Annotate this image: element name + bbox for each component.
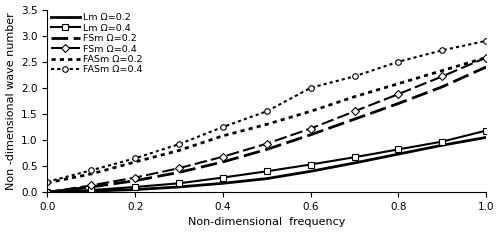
FSm Ω=0.2	[483, 65, 489, 68]
FSm Ω=0.2	[352, 118, 358, 120]
FASm Ω=0.2	[483, 56, 489, 59]
Lm Ω=0.2	[132, 188, 138, 191]
Lm Ω=0.2	[308, 170, 314, 173]
Line: Lm Ω=0.4: Lm Ω=0.4	[44, 128, 489, 195]
Line: Lm Ω=0.2: Lm Ω=0.2	[48, 137, 486, 192]
Lm Ω=0.4	[308, 163, 314, 166]
FASm Ω=0.4	[44, 180, 51, 183]
Lm Ω=0.4	[176, 182, 182, 185]
Lm Ω=0.2	[352, 161, 358, 164]
FASm Ω=0.4	[396, 60, 402, 63]
FASm Ω=0.2	[220, 134, 226, 137]
FASm Ω=0.2	[176, 149, 182, 152]
Lm Ω=0.4	[352, 156, 358, 159]
FSm Ω=0.4	[396, 93, 402, 96]
FSm Ω=0.2	[264, 148, 270, 151]
Lm Ω=0.2	[483, 136, 489, 139]
FASm Ω=0.4	[483, 39, 489, 42]
FSm Ω=0.4	[483, 56, 489, 59]
Lm Ω=0.4	[483, 129, 489, 132]
FSm Ω=0.4	[220, 155, 226, 158]
Legend: Lm Ω=0.2, Lm Ω=0.4, FSm Ω=0.2, FSm Ω=0.4, FASm Ω=0.2, FASm Ω=0.4: Lm Ω=0.2, Lm Ω=0.4, FSm Ω=0.2, FSm Ω=0.4…	[50, 11, 144, 76]
Lm Ω=0.2	[44, 191, 51, 194]
FSm Ω=0.2	[396, 102, 402, 105]
Lm Ω=0.2	[220, 182, 226, 185]
Line: FASm Ω=0.4: FASm Ω=0.4	[44, 38, 489, 185]
FSm Ω=0.4	[264, 142, 270, 145]
FASm Ω=0.4	[88, 169, 94, 172]
FSm Ω=0.2	[308, 133, 314, 136]
FASm Ω=0.2	[440, 69, 446, 72]
FSm Ω=0.4	[352, 110, 358, 113]
FASm Ω=0.2	[88, 172, 94, 175]
FSm Ω=0.4	[176, 167, 182, 170]
Lm Ω=0.4	[264, 170, 270, 173]
FSm Ω=0.2	[88, 185, 94, 188]
FASm Ω=0.4	[176, 143, 182, 146]
Lm Ω=0.4	[396, 148, 402, 151]
FSm Ω=0.2	[132, 179, 138, 182]
FSm Ω=0.2	[440, 85, 446, 88]
FASm Ω=0.2	[308, 110, 314, 113]
FASm Ω=0.2	[396, 82, 402, 85]
Lm Ω=0.4	[132, 185, 138, 188]
Y-axis label: Non -dimensional wave number: Non -dimensional wave number	[6, 12, 16, 190]
X-axis label: Non-dimensional  frequency: Non-dimensional frequency	[188, 217, 346, 227]
Lm Ω=0.2	[88, 190, 94, 192]
Lm Ω=0.4	[88, 189, 94, 192]
FSm Ω=0.2	[220, 161, 226, 163]
FASm Ω=0.2	[132, 161, 138, 163]
Lm Ω=0.4	[44, 191, 51, 194]
FASm Ω=0.4	[132, 157, 138, 160]
Lm Ω=0.2	[264, 177, 270, 180]
FSm Ω=0.4	[44, 191, 51, 194]
FSm Ω=0.4	[88, 184, 94, 187]
Line: FSm Ω=0.4: FSm Ω=0.4	[44, 55, 489, 195]
FASm Ω=0.2	[44, 181, 51, 184]
FASm Ω=0.4	[264, 110, 270, 113]
Line: FSm Ω=0.2: FSm Ω=0.2	[48, 67, 486, 192]
FASm Ω=0.2	[264, 123, 270, 126]
Lm Ω=0.2	[176, 185, 182, 188]
FASm Ω=0.4	[308, 86, 314, 89]
FSm Ω=0.4	[440, 75, 446, 78]
FSm Ω=0.2	[176, 171, 182, 174]
FSm Ω=0.4	[308, 127, 314, 130]
FASm Ω=0.4	[220, 126, 226, 128]
FASm Ω=0.4	[352, 75, 358, 78]
Lm Ω=0.2	[440, 144, 446, 147]
Line: FASm Ω=0.2: FASm Ω=0.2	[48, 58, 486, 183]
Lm Ω=0.2	[396, 153, 402, 155]
FASm Ω=0.2	[352, 95, 358, 98]
FSm Ω=0.4	[132, 176, 138, 179]
Lm Ω=0.4	[440, 140, 446, 143]
FSm Ω=0.2	[44, 191, 51, 194]
FASm Ω=0.4	[440, 49, 446, 52]
Lm Ω=0.4	[220, 176, 226, 179]
